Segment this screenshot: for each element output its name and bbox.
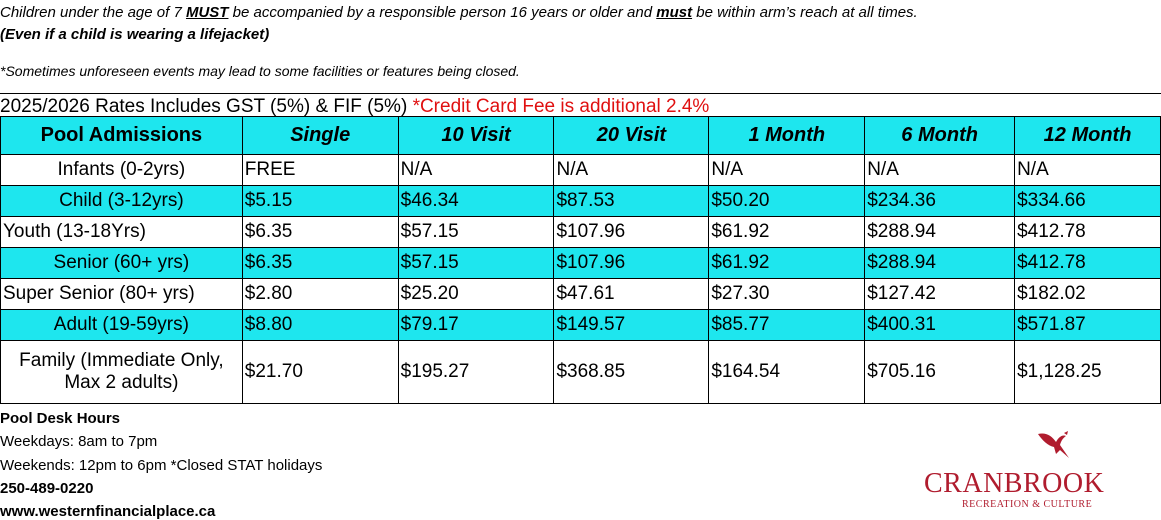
price-cell: $79.17 — [397, 309, 555, 341]
row-category: Super Senior (80+ yrs) — [0, 278, 243, 310]
phone-number[interactable]: 250-489-0220 — [0, 480, 94, 497]
col-header-single: Single — [241, 116, 399, 155]
price-cell: $21.70 — [241, 340, 399, 404]
price-cell: $127.42 — [864, 278, 1016, 310]
price-cell: $8.80 — [241, 309, 399, 341]
col-header-20-visit: 20 Visit — [553, 116, 710, 155]
price-cell: $6.35 — [241, 247, 399, 279]
price-cell: $571.87 — [1014, 309, 1161, 341]
price-cell: $87.53 — [553, 185, 710, 217]
closure-notice: *Sometimes unforeseen events may lead to… — [0, 63, 520, 79]
price-cell: $85.77 — [708, 309, 866, 341]
row-category: Child (3-12yrs) — [0, 185, 243, 217]
table-row: Senior (60+ yrs) $6.35 $57.15 $107.96 $6… — [0, 247, 1161, 279]
price-cell: $412.78 — [1014, 247, 1161, 279]
col-header-10-visit: 10 Visit — [397, 116, 555, 155]
logo-subtitle: RECREATION & CULTURE — [962, 499, 1093, 510]
eagle-icon — [1038, 431, 1069, 458]
price-cell: $288.94 — [864, 247, 1016, 279]
price-cell: $412.78 — [1014, 216, 1161, 248]
price-cell: $400.31 — [864, 309, 1016, 341]
price-cell: $149.57 — [553, 309, 710, 341]
price-cell: N/A — [1014, 154, 1161, 186]
price-cell: $107.96 — [553, 216, 710, 248]
price-cell: $1,128.25 — [1014, 340, 1161, 404]
price-cell: $368.85 — [553, 340, 710, 404]
price-cell: $57.15 — [397, 247, 555, 279]
price-cell: $6.35 — [241, 216, 399, 248]
price-cell: $57.15 — [397, 216, 555, 248]
row-category: Youth (13-18Yrs) — [0, 216, 243, 248]
weekend-hours: Weekends: 12pm to 6pm *Closed STAT holid… — [0, 457, 323, 474]
price-cell: N/A — [397, 154, 555, 186]
price-cell: $195.27 — [397, 340, 555, 404]
table-row: Super Senior (80+ yrs) $2.80 $25.20 $47.… — [0, 278, 1161, 310]
rates-header: 2025/2026 Rates Includes GST (5%) & FIF … — [0, 93, 1161, 117]
price-cell: $288.94 — [864, 216, 1016, 248]
price-cell: FREE — [241, 154, 399, 186]
col-header-1-month: 1 Month — [708, 116, 866, 155]
price-cell: N/A — [553, 154, 710, 186]
price-cell: $47.61 — [553, 278, 710, 310]
price-cell: $50.20 — [708, 185, 866, 217]
row-category: Infants (0-2yrs) — [0, 154, 243, 186]
weekday-hours: Weekdays: 8am to 7pm — [0, 433, 158, 450]
rates-table: Pool Admissions Single 10 Visit 20 Visit… — [0, 116, 1161, 404]
row-category: Family (Immediate Only, Max 2 adults) — [0, 340, 243, 404]
table-row: Infants (0-2yrs) FREE N/A N/A N/A N/A N/… — [0, 154, 1161, 186]
price-cell: $61.92 — [708, 216, 866, 248]
price-cell: $61.92 — [708, 247, 866, 279]
price-cell: $182.02 — [1014, 278, 1161, 310]
lifejacket-notice: (Even if a child is wearing a lifejacket… — [0, 26, 270, 43]
cranbrook-logo: CRANBROOK RECREATION & CULTURE — [920, 428, 1130, 513]
price-cell: N/A — [708, 154, 866, 186]
price-cell: $705.16 — [864, 340, 1016, 404]
price-cell: N/A — [864, 154, 1016, 186]
table-row: Adult (19-59yrs) $8.80 $79.17 $149.57 $8… — [0, 309, 1161, 341]
price-cell: $164.54 — [708, 340, 866, 404]
table-row: Family (Immediate Only, Max 2 adults) $21… — [0, 340, 1161, 404]
price-cell: $107.96 — [553, 247, 710, 279]
row-category-line: Family (Immediate Only, — [19, 350, 224, 371]
table-row: Child (3-12yrs) $5.15 $46.34 $87.53 $50.… — [0, 185, 1161, 217]
must-emphasis: must — [656, 4, 693, 21]
website-link[interactable]: www.westernfinancialplace.ca — [0, 503, 216, 520]
col-header-6-month: 6 Month — [864, 116, 1016, 155]
age-notice: Children under the age of 7 MUST be acco… — [0, 4, 918, 21]
logo-wordmark: CRANBROOK — [924, 468, 1105, 499]
row-category-line: Max 2 adults) — [64, 372, 179, 393]
table-header-row: Pool Admissions Single 10 Visit 20 Visit… — [0, 116, 1161, 155]
row-category: Adult (19-59yrs) — [0, 309, 243, 341]
row-category: Senior (60+ yrs) — [0, 247, 243, 279]
price-cell: $334.66 — [1014, 185, 1161, 217]
price-cell: $25.20 — [397, 278, 555, 310]
col-header-12-month: 12 Month — [1014, 116, 1161, 155]
price-cell: $234.36 — [864, 185, 1016, 217]
pool-desk-hours-title: Pool Desk Hours — [0, 410, 121, 427]
price-cell: $27.30 — [708, 278, 866, 310]
must-emphasis: MUST — [185, 4, 229, 21]
price-cell: $5.15 — [241, 185, 399, 217]
credit-card-fee-note: *Credit Card Fee is additional 2.4% — [412, 96, 710, 117]
col-header-pool-admissions: Pool Admissions — [0, 116, 243, 155]
price-cell: $46.34 — [397, 185, 555, 217]
table-row: Youth (13-18Yrs) $6.35 $57.15 $107.96 $6… — [0, 216, 1161, 248]
price-cell: $2.80 — [241, 278, 399, 310]
